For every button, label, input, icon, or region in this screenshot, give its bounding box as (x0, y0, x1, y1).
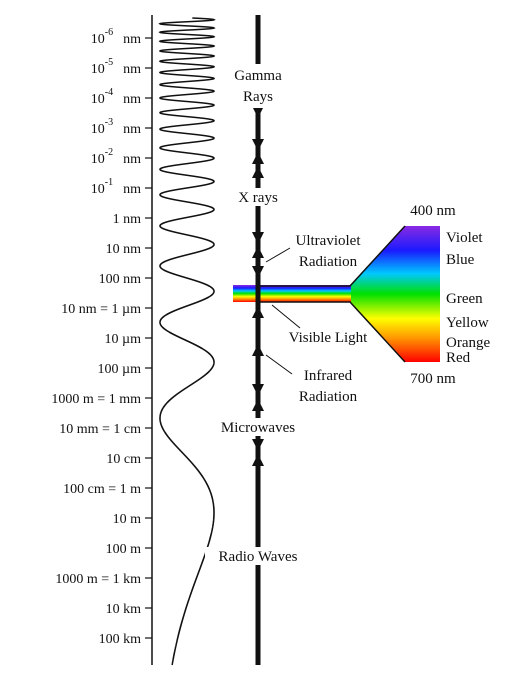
scale-label: 100 m (106, 542, 142, 557)
scale-base: 10 (91, 122, 105, 137)
label-bg (210, 418, 306, 436)
spectrum-fan (350, 226, 440, 362)
scale-unit: nm (123, 92, 141, 107)
scale-label: 100 nm (99, 272, 142, 287)
scale-base: 10 (91, 32, 105, 47)
label-bg (226, 64, 290, 108)
scale-label: 10-2 nm (91, 147, 141, 167)
scale-label: 10 m (113, 512, 142, 527)
spectrum-start: 400 nm (410, 203, 456, 219)
leader (265, 247, 291, 263)
leader (265, 354, 293, 375)
arrowhead (252, 166, 264, 178)
band-label: Radio Waves (219, 549, 298, 565)
scale-unit: nm (123, 122, 141, 137)
band-label: Visible Light (289, 330, 369, 346)
scale-label: 10-3 nm (91, 117, 141, 137)
scale-label: 100 µm (98, 362, 142, 377)
scale-unit: nm (123, 182, 141, 197)
scale-label: 10 cm (106, 452, 141, 467)
band-label: Radiation (299, 254, 358, 270)
scale-label: 1 nm (113, 212, 142, 227)
scale-base: 10 (91, 92, 105, 107)
color-label: Blue (446, 252, 475, 268)
scale-base: 10 (91, 182, 105, 197)
scale-label: 10 nm = 1 µm (61, 302, 141, 317)
scale-label: 100 km (99, 632, 142, 647)
scale-label: 10-6 nm (91, 27, 141, 47)
band-label: Infrared (304, 368, 353, 384)
arrowhead (252, 266, 264, 278)
arrowhead (252, 306, 264, 318)
arrowhead (252, 344, 264, 356)
scale-label: 10 nm (106, 242, 142, 257)
color-label: Orange (446, 335, 490, 351)
scale-exp: -3 (105, 117, 113, 128)
scale-label: 10 µm (105, 332, 142, 347)
band-label: Rays (243, 89, 273, 105)
beam-outline (258, 301, 406, 363)
arrowhead (252, 246, 264, 258)
band-label: Microwaves (221, 420, 295, 436)
scale-exp: -1 (105, 177, 113, 188)
band-label: Gamma (234, 68, 282, 84)
scale-label: 10-1 nm (91, 177, 141, 197)
scale-label: 10-5 nm (91, 57, 141, 77)
spectrum-end: 700 nm (410, 371, 456, 387)
spectrum-beam (233, 285, 351, 302)
color-label: Green (446, 291, 483, 307)
label-bg (230, 188, 286, 206)
scale-unit: nm (123, 32, 141, 47)
arrowhead (252, 399, 264, 411)
band-label: X rays (238, 190, 278, 206)
scale-base: 10 (91, 62, 105, 77)
arrows (252, 106, 264, 466)
scale-label: 1000 m = 1 mm (51, 392, 141, 407)
scale-exp: -5 (105, 57, 113, 68)
scale-base: 10 (91, 152, 105, 167)
scale-unit: nm (123, 152, 141, 167)
leader (271, 304, 301, 329)
scale-label: 1000 m = 1 km (55, 572, 141, 587)
arrowhead (252, 106, 264, 118)
scale-exp: -4 (105, 87, 113, 98)
color-label: Yellow (446, 315, 489, 331)
band-label: Radiation (299, 389, 358, 405)
arrowhead (252, 232, 264, 244)
arrowhead (252, 152, 264, 164)
scale-label: 10 mm = 1 cm (59, 422, 141, 437)
arrowhead (252, 139, 264, 151)
color-label: Violet (446, 230, 483, 246)
scale-unit: nm (123, 62, 141, 77)
scale-label: 100 cm = 1 m (63, 482, 141, 497)
arrowhead (252, 384, 264, 396)
arrowhead (252, 454, 264, 466)
scale-label: 10-4 nm (91, 87, 141, 107)
arrowhead (252, 439, 264, 451)
scale-label: 10 km (106, 602, 142, 617)
color-label: Red (446, 350, 471, 366)
label-bg (205, 547, 311, 565)
scale-exp: -6 (105, 27, 113, 38)
wave (158, 17, 216, 666)
scale-exp: -2 (105, 147, 113, 158)
beam-outline (258, 225, 406, 287)
band-label: Ultraviolet (296, 233, 362, 249)
